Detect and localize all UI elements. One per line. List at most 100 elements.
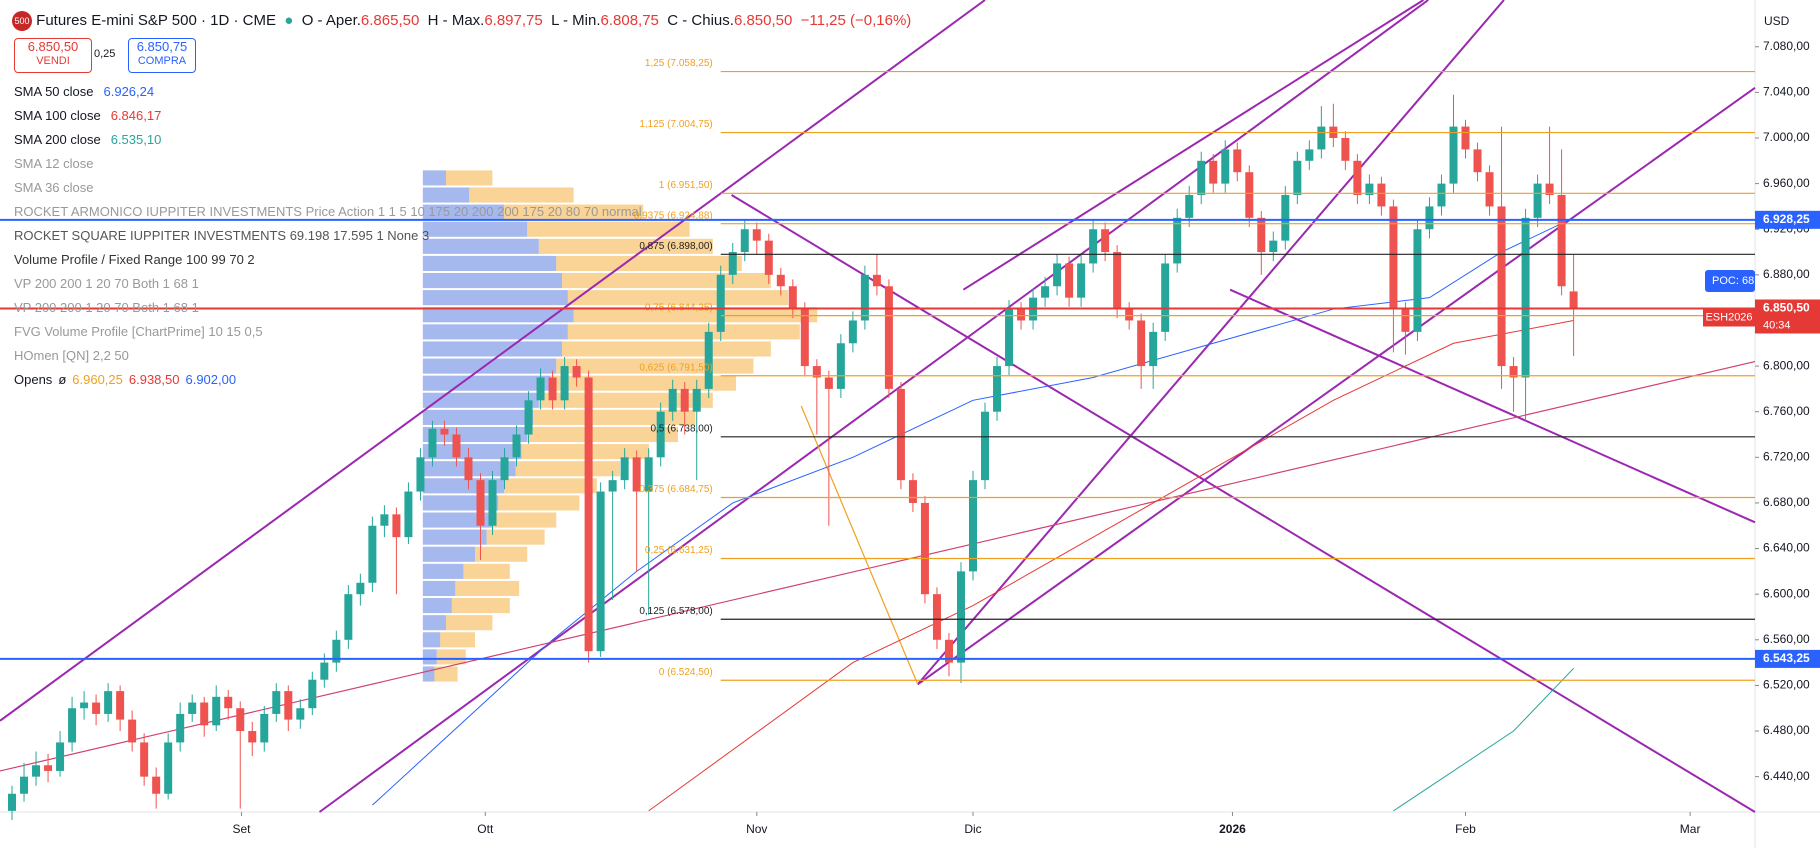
buy-label: COMPRA [137,55,187,67]
candle-body [728,252,737,275]
header: 500 Futures E-mini S&P 500 · 1D · CME ● … [12,11,911,31]
candle-body [644,457,653,492]
indicator-row: SMA 100 close 6.846,17 [14,104,642,128]
candle-body [968,480,977,572]
volume-up [422,580,456,597]
volume-down [436,649,466,665]
indicator-row: SMA 36 close [14,176,642,200]
candle-body [188,702,197,714]
candle-body [1509,366,1518,378]
opens-value: 6.938,50 [128,372,180,387]
volume-down [567,324,800,340]
price-tag [1755,299,1820,318]
y-tick-label: 6.640,00 [1763,541,1810,555]
symbol-title[interactable]: Futures E-mini S&P 500 · 1D · CME [36,11,276,29]
x-tick-label: Ott [477,822,494,836]
candle-body [404,491,413,538]
sell-button[interactable]: 6.850,50 VENDI [14,38,92,73]
price-tag [1755,210,1820,229]
volume-up [422,546,476,562]
trendline [800,405,919,685]
candle-body [860,274,869,321]
candle-body [1473,149,1482,173]
candle-body [80,702,89,709]
y-tick-label: 6.520,00 [1763,678,1810,692]
volume-up [422,529,487,545]
candle-body [308,679,317,709]
indicator-row: SMA 200 close 6.535,10 [14,128,642,152]
volume-up [422,649,437,665]
fib-label: 0,9375 (6.924,88) [634,210,713,221]
indicator-row: SMA 12 close [14,152,642,176]
candle-body [224,696,233,709]
candle-body [32,765,41,777]
moving-average [1393,667,1574,812]
candle-body [476,480,485,526]
candle-body [1497,206,1506,367]
candle-body [932,594,941,640]
opens-label: Opens [14,372,53,387]
candle-body [320,662,329,680]
indicator-row: VP 200 200 1 20 70 Both 1 68 1 [14,296,642,320]
candle-body [1101,229,1110,253]
candle-body [1377,183,1386,207]
candle-body [1077,263,1086,298]
volume-up [422,272,563,289]
price-tag-label: 6.928,25 [1763,212,1810,226]
indicator-name: Volume Profile / Fixed Range 100 99 70 2 [14,252,255,267]
candle-body [1053,263,1062,287]
candle-body [272,691,281,714]
volume-down [486,529,545,545]
opens-value: 6.960,25 [72,372,123,387]
y-tick-label: 7.000,00 [1763,130,1810,144]
candle-body [1137,320,1146,367]
buy-button[interactable]: 6.850,75 COMPRA [128,38,196,73]
fib-label: 0,625 (6.791,50) [639,362,712,373]
candle-body [1125,309,1134,321]
candle-body [440,428,449,435]
currency[interactable]: USD [1764,14,1790,28]
candle-body [548,377,557,401]
candle-body [1245,172,1254,218]
y-tick-label: 7.080,00 [1763,39,1810,53]
indicator-row: VP 200 200 1 20 70 Both 1 68 1 [14,272,642,296]
trendline [917,87,1756,686]
candle-body [788,286,797,310]
candle-body [956,571,965,663]
volume-up [422,341,563,357]
y-tick-label: 6.680,00 [1763,495,1810,509]
candle-body [1485,172,1494,207]
candle-body [356,582,365,595]
candle-body [44,765,53,771]
volume-down [455,580,520,597]
candle-body [1161,263,1170,332]
ohlc-value: 6.897,75 [484,11,543,29]
moving-average [372,217,1574,806]
volume-up [422,426,528,443]
candle-body [872,274,881,287]
volume-up [422,307,574,323]
candle-body [908,480,917,503]
candle-body [608,480,617,492]
volume-down [533,409,696,425]
candle-body [92,702,101,714]
trendline [962,0,1424,291]
candle-body [56,742,65,771]
fib-label: 1,125 (7.004,75) [639,119,712,130]
candle-body [152,776,161,794]
candle-body [1353,160,1362,196]
candle-body [140,742,149,777]
candle-body [1197,160,1206,196]
candle-body [632,457,641,492]
trendline [318,0,1429,813]
candle-body [104,691,113,714]
volume-up [422,204,505,220]
fib-label: 0,375 (6.684,75) [639,484,712,495]
opens-symbol: ø [58,372,67,387]
fib-label: 0,125 (6.578,00) [639,606,712,617]
candle-body [1389,206,1398,310]
candle-body [1569,291,1578,309]
change: −11,25 (−0,16%) [800,11,912,29]
volume-up [422,324,568,340]
